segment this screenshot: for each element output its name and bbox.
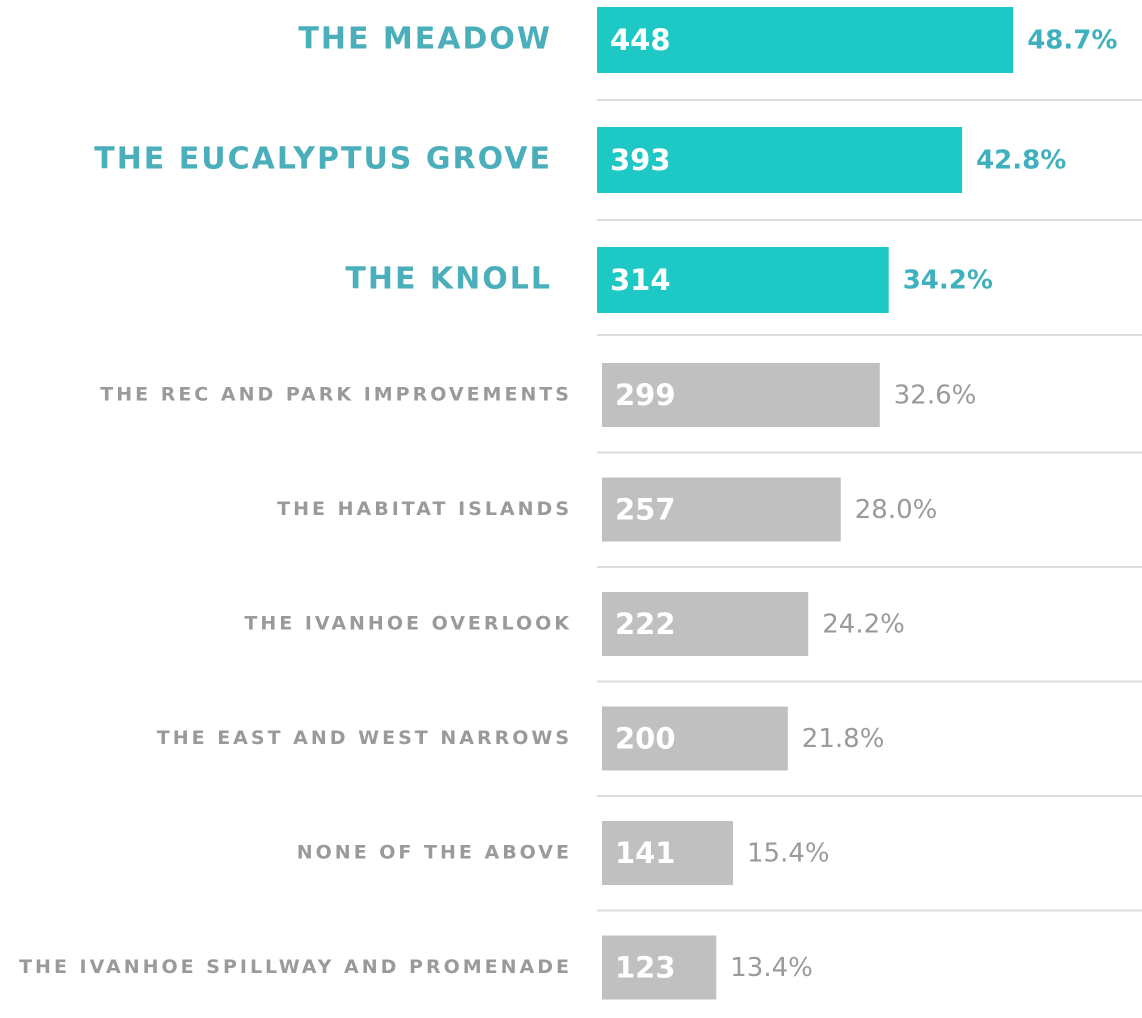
percent-label: 42.8% — [976, 146, 1066, 176]
percent-label: 34.2% — [903, 266, 993, 296]
category-label: THE EAST AND WEST NARROWS — [157, 727, 572, 749]
count-label: 123 — [615, 951, 676, 985]
count-label: 393 — [610, 143, 671, 177]
count-label: 299 — [615, 378, 676, 412]
category-label: THE EUCALYPTUS GROVE — [94, 142, 552, 177]
count-label: 141 — [615, 836, 676, 870]
percent-label: 15.4% — [747, 839, 830, 869]
bar — [602, 706, 788, 771]
count-label: 257 — [615, 493, 676, 527]
bar — [597, 247, 889, 313]
bar — [602, 477, 841, 542]
category-label: THE KNOLL — [345, 262, 552, 297]
bar — [602, 935, 717, 1000]
bar — [597, 7, 1014, 73]
bar — [602, 592, 809, 656]
bar — [597, 127, 963, 193]
category-label: THE HABITAT ISLANDS — [277, 498, 572, 520]
percent-label: 24.2% — [822, 610, 905, 640]
category-label: NONE OF THE ABOVE — [297, 842, 572, 864]
percent-label: 28.0% — [855, 495, 938, 525]
percent-label: 48.7% — [1027, 26, 1117, 56]
percent-label: 13.4% — [730, 953, 813, 983]
count-label: 314 — [610, 263, 671, 297]
bar — [602, 821, 733, 885]
percent-label: 32.6% — [894, 381, 977, 411]
category-label: THE IVANHOE SPILLWAY AND PROMENADE — [19, 956, 572, 978]
category-label: THE IVANHOE OVERLOOK — [244, 613, 572, 635]
count-label: 222 — [615, 607, 676, 641]
count-label: 448 — [610, 23, 671, 57]
percent-label: 21.8% — [802, 724, 885, 754]
category-label: THE MEADOW — [298, 22, 552, 57]
count-label: 200 — [615, 722, 676, 756]
category-label: THE REC AND PARK IMPROVEMENTS — [100, 384, 572, 406]
bar — [602, 363, 880, 427]
